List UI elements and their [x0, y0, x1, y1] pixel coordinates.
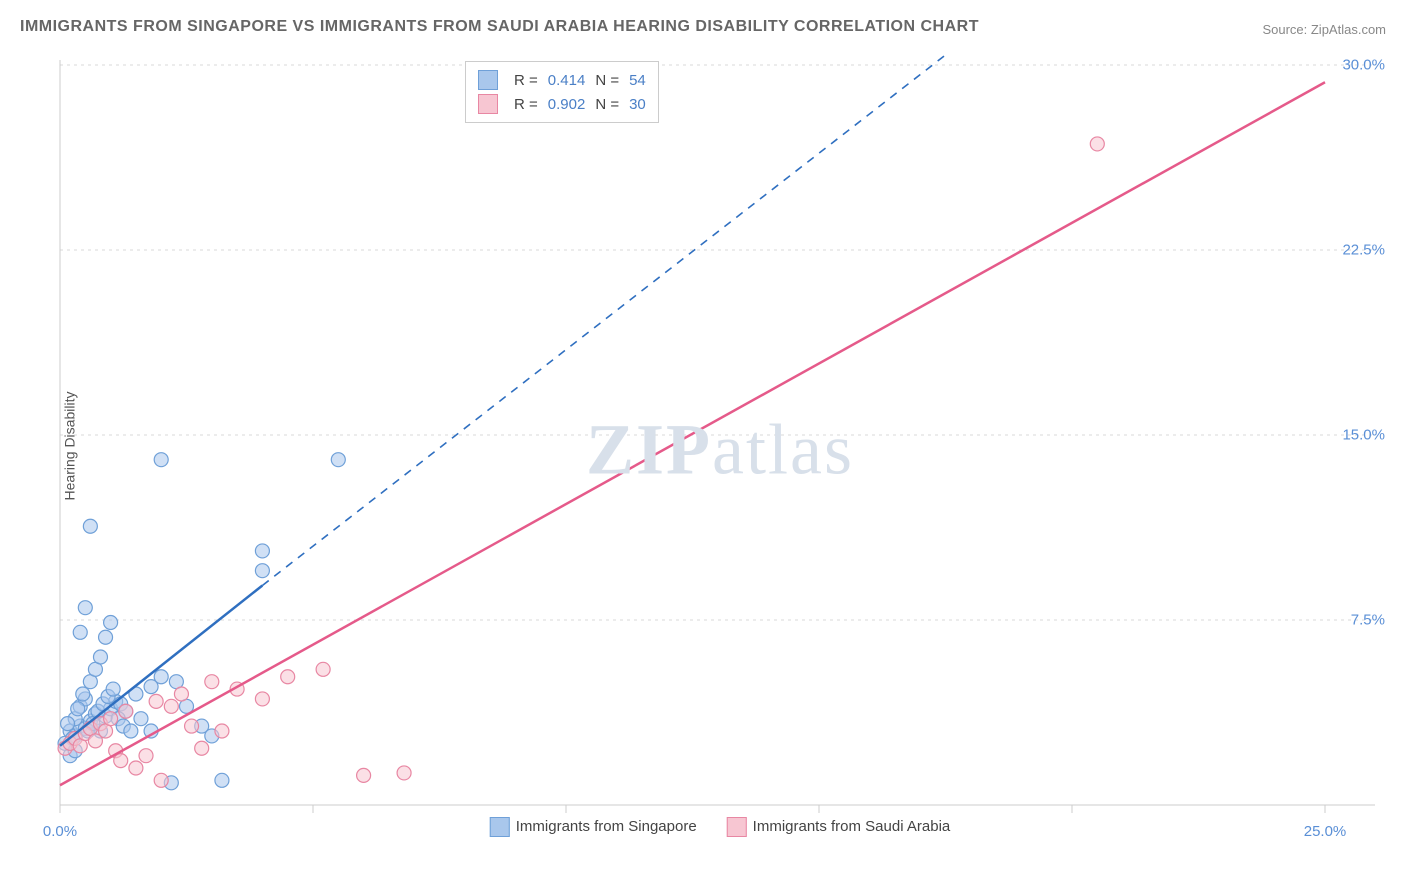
legend-label: Immigrants from Saudi Arabia: [753, 818, 951, 835]
legend-swatch: [727, 817, 747, 837]
stat-value: 0.902: [548, 96, 586, 113]
stat-row: R = 0.414 N = 54: [478, 68, 646, 92]
legend-item: Immigrants from Singapore: [490, 817, 697, 837]
bottom-legend: Immigrants from Singapore Immigrants from…: [490, 817, 950, 837]
stat-label: N =: [595, 96, 619, 113]
chart-title: IMMIGRANTS FROM SINGAPORE VS IMMIGRANTS …: [20, 18, 979, 36]
legend-swatch: [490, 817, 510, 837]
stat-label: N =: [595, 72, 619, 89]
stat-value: 0.414: [548, 72, 586, 89]
stat-box: R = 0.414 N = 54 R = 0.902 N = 30: [465, 61, 659, 123]
y-tick-label: 15.0%: [1342, 427, 1385, 444]
y-tick-label: 22.5%: [1342, 242, 1385, 259]
stat-swatch: [478, 70, 498, 90]
legend-item: Immigrants from Saudi Arabia: [727, 817, 951, 837]
x-origin-label: 0.0%: [43, 823, 77, 840]
stat-label: R =: [514, 72, 538, 89]
stat-swatch: [478, 94, 498, 114]
chart-container: IMMIGRANTS FROM SINGAPORE VS IMMIGRANTS …: [0, 0, 1406, 892]
legend-label: Immigrants from Singapore: [516, 818, 697, 835]
stat-value: 54: [629, 72, 646, 89]
y-tick-label: 30.0%: [1342, 57, 1385, 74]
stat-label: R =: [514, 96, 538, 113]
source-label: Source: ZipAtlas.com: [1262, 22, 1386, 37]
plot-svg: [55, 55, 1385, 845]
y-tick-label: 7.5%: [1351, 612, 1385, 629]
stat-value: 30: [629, 96, 646, 113]
plot-area: ZIPatlas R =0.414N =54R =0.902N =30 7.5%…: [55, 55, 1385, 845]
x-max-label: 25.0%: [1304, 823, 1347, 840]
stat-row: R = 0.902 N = 30: [478, 92, 646, 116]
